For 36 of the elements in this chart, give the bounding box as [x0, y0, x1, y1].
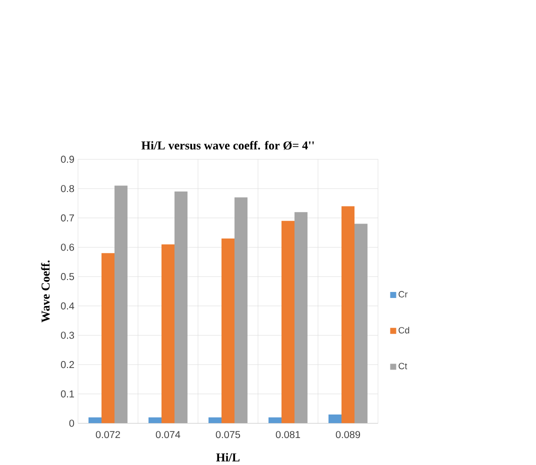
- bar: [148, 418, 162, 424]
- x-tick-label: 0.074: [156, 431, 180, 438]
- bar: [114, 186, 128, 424]
- chart-title: Hi/L versus wave coeff. for Ø= 4'': [141, 141, 314, 150]
- y-tick-label: 0.6: [60, 244, 74, 251]
- y-tick-label: 0.3: [60, 332, 74, 339]
- y-tick-label: 0.7: [60, 214, 74, 222]
- x-tick-label: 0.072: [96, 431, 120, 438]
- bar: [162, 244, 174, 424]
- y-tick-label: 0.5: [60, 273, 74, 280]
- legend-label: Cr: [398, 291, 408, 298]
- x-tick-label: 0.089: [336, 431, 360, 438]
- bar: [102, 253, 114, 424]
- y-tick-label: 0.9: [60, 156, 74, 163]
- bar: [222, 238, 234, 424]
- legend-label: Cd: [398, 326, 410, 334]
- bar: [208, 418, 222, 424]
- bar: [268, 418, 282, 424]
- y-tick-label: 0.2: [60, 361, 74, 368]
- y-tick-label: 0.1: [60, 390, 74, 398]
- y-axis-title: Wave Coeff.: [41, 260, 50, 323]
- bar: [174, 192, 188, 424]
- x-tick-label: 0.081: [276, 431, 300, 438]
- bar: [354, 224, 368, 424]
- y-tick-label: 0: [69, 420, 74, 427]
- legend-label: Ct: [398, 362, 408, 370]
- bar: [328, 414, 342, 424]
- bar: [281, 220, 294, 424]
- x-tick-label: 0.075: [216, 431, 240, 438]
- bar: [234, 198, 248, 424]
- bar: [341, 206, 354, 424]
- bar: [88, 418, 102, 424]
- x-axis-title: Hi/L: [216, 453, 240, 462]
- bar: [294, 212, 308, 424]
- y-tick-label: 0.4: [60, 302, 74, 310]
- y-tick-label: 0.8: [60, 185, 74, 192]
